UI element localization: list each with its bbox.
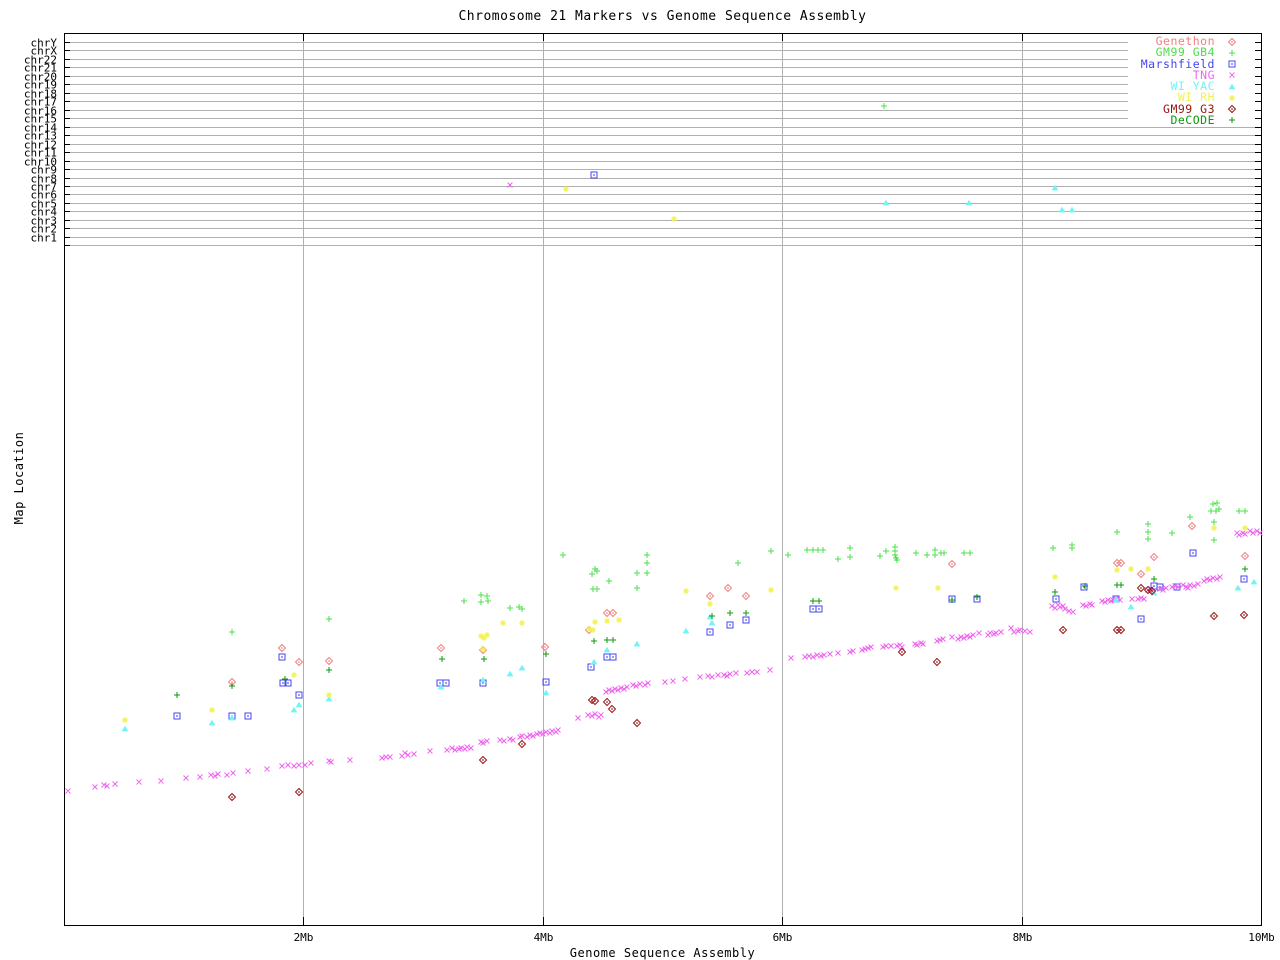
legend-item-marshfield: Marshfield <box>1140 56 1240 71</box>
series-genethon <box>227 521 1250 687</box>
chromosome-label: chr21 <box>24 62 57 75</box>
chromosome-label: chr7 <box>31 181 58 194</box>
series-marshfield <box>173 171 1248 720</box>
legend-marker-plus <box>1229 117 1235 124</box>
series-wi-rh <box>122 186 1248 723</box>
legend-marker-cross <box>1229 72 1235 79</box>
legend-label: DeCODE <box>1170 112 1215 127</box>
chromosome-label: chr10 <box>24 156 57 169</box>
legend-marker-plus <box>1229 49 1235 56</box>
legend-item-wi-rh: WI RH <box>1141 92 1240 103</box>
chromosome-label: chr19 <box>24 79 57 92</box>
chromosome-label: chrY <box>31 37 58 50</box>
chromosome-label: chr13 <box>24 130 57 143</box>
legend-label: WI YAC <box>1170 79 1215 94</box>
legend-marker-diamond-dot <box>1227 104 1237 114</box>
series-wi-yac <box>121 184 1258 732</box>
legend-item-genethon: Genethon <box>1141 34 1240 49</box>
legend-label: GM99 G3 <box>1163 101 1215 116</box>
legend-item-gm99-gb4: GM99 GB4 <box>1141 47 1240 58</box>
x-tick-label: 6Mb <box>773 931 793 944</box>
legend-label: Genethon <box>1155 34 1215 49</box>
chromosome-label: chr8 <box>31 173 58 186</box>
legend-item-decode: DeCODE <box>1141 112 1240 127</box>
legend-item-gm99-g3: GM99 G3 <box>1141 101 1240 116</box>
chromosome-label: chr4 <box>31 206 58 219</box>
chromosome-label: chr12 <box>24 139 57 152</box>
legend-label: Marshfield <box>1140 56 1215 71</box>
x-axis-label: Genome Sequence Assembly <box>569 946 756 960</box>
legend-item-wi-yac: WI YAC <box>1141 79 1240 94</box>
chart-title: Chromosome 21 Markers vs Genome Sequence… <box>458 9 867 24</box>
chromosome-label: chr5 <box>31 198 58 211</box>
legend-label: TNG <box>1192 67 1215 82</box>
x-tick-label: 4Mb <box>534 931 554 944</box>
chromosome-label: chr2 <box>31 223 58 236</box>
chromosome-label: chr22 <box>24 54 57 67</box>
chromosome-label: chr3 <box>31 215 58 228</box>
series-tng <box>65 182 1263 794</box>
series-decode <box>174 566 1248 698</box>
legend-label: WI RH <box>1177 90 1215 105</box>
chromosome-label: chr6 <box>31 189 58 202</box>
chromosome-label: chr17 <box>24 96 57 109</box>
legend: Genethon GM99 GB4 Marshfield TNG WI YAC WI RH… <box>1140 34 1240 127</box>
plot-border <box>64 33 1262 926</box>
legend-marker-triangle <box>1228 83 1236 90</box>
legend-item-tng: TNG <box>1141 67 1240 82</box>
x-tick-label: 2Mb <box>294 931 314 944</box>
x-tick-label: 10Mb <box>1248 931 1275 944</box>
legend-marker-diamond-dot <box>1227 37 1237 46</box>
chromosome-label: chr18 <box>24 88 57 101</box>
chromosome-label: chr9 <box>31 164 58 177</box>
series-gm99-gb4 <box>229 103 1248 635</box>
series-gm99-g3 <box>227 583 1249 802</box>
legend-marker-star <box>1229 94 1235 101</box>
chromosome-label: chr20 <box>24 71 57 84</box>
legend-label: GM99 GB4 <box>1155 45 1215 60</box>
chromosome-label: chrX <box>31 45 58 58</box>
chromosome-label: chr1 <box>31 232 58 245</box>
x-tick-label: 8Mb <box>1013 931 1033 944</box>
chromosome-label: chr11 <box>24 147 57 160</box>
chromosome-label: chr14 <box>24 122 57 135</box>
legend-marker-square-dot <box>1228 60 1236 68</box>
chromosome-label: chr16 <box>24 105 57 118</box>
chromosome-label: chr15 <box>24 113 57 126</box>
axis-tick-stubs <box>64 33 1262 925</box>
axis-tick-labels: chrYchrXchr22chr21chr20chr19chr18chr17ch… <box>24 37 1275 945</box>
chromosome-gridlines <box>64 33 1261 925</box>
